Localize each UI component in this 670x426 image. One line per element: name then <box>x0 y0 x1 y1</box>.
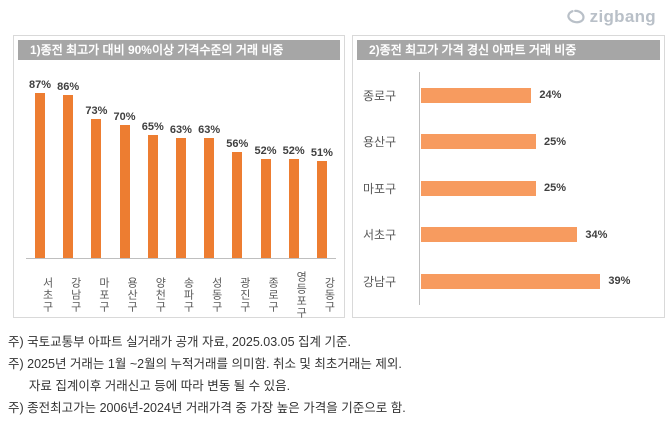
chart1-data-label: 86% <box>57 80 80 93</box>
chart1-data-label: 87% <box>28 78 52 91</box>
chart2-bar <box>421 273 601 289</box>
chart1-bar <box>119 125 130 258</box>
chart1-bar <box>260 159 271 258</box>
zigbang-logo-text: zigbang <box>589 7 656 26</box>
chart1-bar <box>204 138 215 258</box>
chart2-data-label: 25% <box>544 135 567 148</box>
chart1-category-label: 성동구 <box>210 277 223 313</box>
footnote-line: 주) 종전최고가는 2006년-2024년 거래가격 중 가장 높은 가격을 기… <box>8 401 406 415</box>
chart1-data-label: 63% <box>198 124 221 137</box>
chart1-category-label: 강남구 <box>69 277 82 313</box>
chart2-data-label: 25% <box>544 182 567 195</box>
chart1-bar <box>35 92 45 258</box>
chart1-bar-column: 65% <box>139 120 167 258</box>
chart2-data-label: 39% <box>608 275 631 288</box>
chart1-data-label: 52% <box>254 145 277 158</box>
chart1-bar-column: 52% <box>280 145 308 258</box>
chart1-bar <box>232 151 243 258</box>
chart1-data-label: 51% <box>310 147 333 160</box>
chart2-bar-cell: 25% <box>419 165 658 212</box>
chart-panel-record-price: 2)종전 최고가 가격 경신 아파트 거래 비중 종로구 24% 용산구 25% 마포구… <box>352 35 665 318</box>
chart2-bar <box>421 180 536 196</box>
chart2-bar-cell: 34% <box>419 211 658 258</box>
zigbang-logo: zigbang <box>566 7 656 27</box>
chart1-category-label: 마포구 <box>97 277 110 313</box>
chart1-category-axis: 서초구 강남구 마포구 용산구 양천구 송파구 성동구 광진구 종로구 영등포구 강동구 <box>26 264 336 326</box>
zigbang-logo-icon <box>566 8 586 26</box>
chart1-bar-column: 87% <box>26 79 54 258</box>
chart1-data-label: 52% <box>282 145 305 158</box>
chart1-bar-column: 56% <box>223 138 251 258</box>
chart1-bar-column: 63% <box>195 124 223 258</box>
chart2-bar-cell: 24% <box>419 72 658 119</box>
chart1-data-label: 73% <box>85 105 108 118</box>
chart1-bar-column: 73% <box>82 105 110 258</box>
chart1-data-label: 70% <box>113 111 136 123</box>
chart2-bar <box>421 87 532 103</box>
chart2-category-label: 서초구 <box>363 228 397 243</box>
chart1-bar-column: 70% <box>111 111 139 258</box>
chart1-category-label: 영등포구 <box>294 271 307 319</box>
chart1-data-label: 65% <box>141 120 164 133</box>
footnote-line: 주) 2025년 거래는 1월 ~2월의 누적거래를 의미함. 취소 및 최초거… <box>8 357 402 371</box>
chart1-bar-column: 51% <box>308 147 336 258</box>
chart2-category-label: 강남구 <box>363 274 397 289</box>
chart2-bar <box>421 134 536 150</box>
chart2-plot-area: 종로구 24% 용산구 25% 마포구 25% 서초구 34% 강남구 39% <box>363 72 658 305</box>
chart1-category-label: 양천구 <box>153 277 166 313</box>
chart1-bar <box>288 159 299 258</box>
chart1-bar <box>91 119 102 258</box>
chart2-bar <box>421 227 578 243</box>
footnote-line: 자료 집계이후 거래신고 등에 따라 변동 될 수 있음. <box>8 379 291 393</box>
chart1-bar-column: 63% <box>167 124 195 258</box>
chart1-data-label: 56% <box>226 137 249 150</box>
chart1-bar <box>175 138 186 258</box>
chart2-category-label: 마포구 <box>363 181 397 196</box>
chart1-bars: 87% 86% 73% 70% 65% 63% 63% 56% 52% 52% 51% <box>26 74 336 259</box>
chart2-title: 2)종전 최고가 가격 경신 아파트 거래 비중 <box>357 40 660 60</box>
chart1-category-label: 광진구 <box>238 277 251 313</box>
chart1-bar <box>316 161 327 258</box>
chart2-data-label: 34% <box>585 228 608 241</box>
chart1-bar-column: 86% <box>54 81 82 258</box>
chart1-category-label: 용산구 <box>125 277 138 313</box>
footnotes: 주) 국토교통부 아파트 실거래가 공개 자료, 2025.03.05 집계 기… <box>8 331 406 419</box>
chart2-bar-cell: 39% <box>419 258 658 305</box>
chart1-title: 1)종전 최고가 대비 90%이상 가격수준의 거래 비중 <box>18 40 340 60</box>
chart1-category-label: 강동구 <box>322 277 335 313</box>
chart-panel-price-level: 1)종전 최고가 대비 90%이상 가격수준의 거래 비중 87% 86% 73% 7… <box>13 35 345 319</box>
chart1-bar <box>147 134 158 258</box>
chart2-data-label: 24% <box>539 89 562 102</box>
chart1-category-label: 종로구 <box>266 277 279 313</box>
chart2-category-label: 종로구 <box>363 88 397 103</box>
chart2-bar-cell: 25% <box>419 118 658 165</box>
footnote-line: 주) 국토교통부 아파트 실거래가 공개 자료, 2025.03.05 집계 기… <box>8 335 351 349</box>
chart1-category-label: 송파구 <box>181 277 194 313</box>
chart1-category-label: 서초구 <box>41 277 53 313</box>
chart1-bar <box>63 94 74 258</box>
chart1-bar-column: 52% <box>252 145 280 258</box>
chart2-category-label: 용산구 <box>363 135 397 150</box>
chart1-plot-area: 87% 86% 73% 70% 65% 63% 63% 56% 52% 52% 51% 서초구 강남구… <box>26 74 336 319</box>
chart1-data-label: 63% <box>169 124 192 137</box>
